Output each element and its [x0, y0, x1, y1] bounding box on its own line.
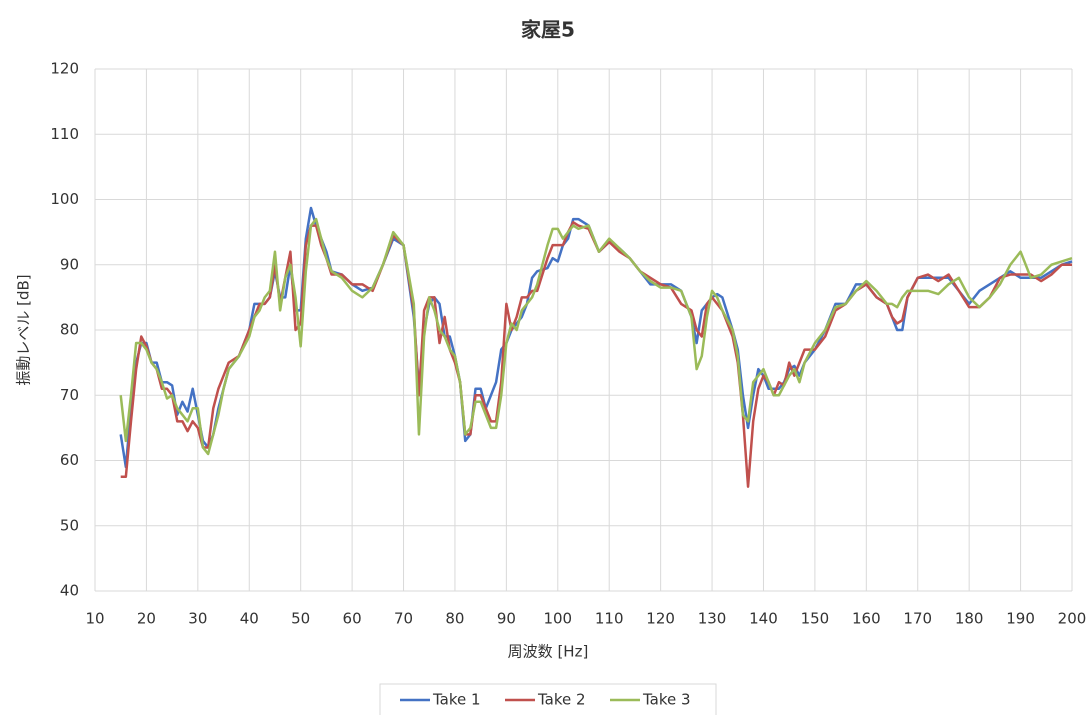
x-tick-label: 50 [291, 610, 310, 628]
x-tick-label: 80 [445, 610, 464, 628]
legend-label: Take 2 [537, 691, 586, 709]
x-tick-label: 70 [394, 610, 413, 628]
y-axis-label: 振動レベル [dB] [15, 274, 33, 385]
line-series [119, 217, 1073, 456]
x-tick-label: 130 [698, 610, 727, 628]
x-tick-label: 10 [85, 610, 104, 628]
x-tick-label: 40 [240, 610, 259, 628]
x-tick-label: 180 [955, 610, 984, 628]
y-tick-label: 50 [60, 516, 79, 534]
x-tick-label: 170 [903, 610, 932, 628]
chart-title: 家屋5 [521, 18, 575, 42]
y-tick-label: 100 [50, 190, 79, 208]
x-tick-label: 140 [749, 610, 778, 628]
x-axis-label: 周波数 [Hz] [508, 643, 589, 661]
x-tick-label: 90 [497, 610, 516, 628]
y-tick-label: 70 [60, 386, 79, 404]
x-tick-label: 100 [543, 610, 572, 628]
legend-box [379, 683, 717, 719]
line-series [120, 221, 1072, 488]
y-tick-label: 120 [50, 60, 79, 78]
y-tick-label: 60 [60, 451, 79, 469]
legend-label: Take 3 [642, 691, 691, 709]
y-tick-label: 110 [50, 125, 79, 143]
x-tick-label: 150 [801, 610, 830, 628]
x-tick-label: 110 [595, 610, 624, 628]
y-tick-label: 80 [60, 321, 79, 339]
y-tick-label: 40 [60, 582, 79, 600]
y-tick-label: 90 [60, 255, 79, 273]
x-tick-label: 30 [188, 610, 207, 628]
x-tick-label: 190 [1006, 610, 1035, 628]
x-tick-label: 120 [646, 610, 675, 628]
x-tick-label: 60 [343, 610, 362, 628]
x-tick-label: 160 [852, 610, 881, 628]
x-tick-label: 20 [137, 610, 156, 628]
legend-label: Take 1 [432, 691, 481, 709]
x-tick-label: 200 [1058, 610, 1087, 628]
